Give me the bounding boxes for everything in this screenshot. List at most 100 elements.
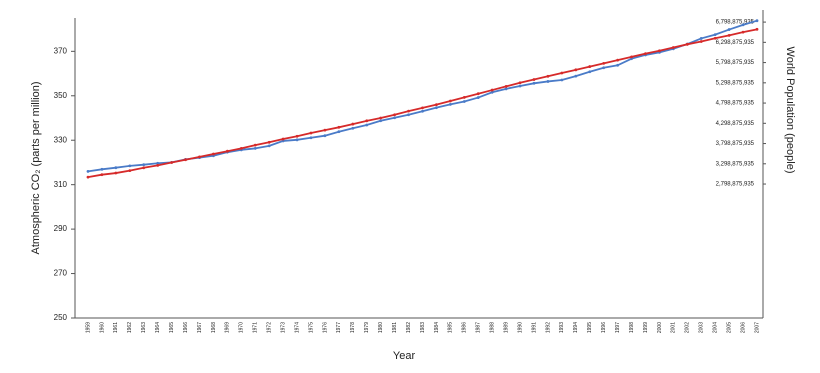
point — [379, 116, 383, 120]
point — [170, 161, 174, 164]
x-tick-label: 1992 — [545, 322, 551, 333]
x-tick-label: 1973 — [280, 322, 286, 333]
point — [295, 134, 299, 138]
y2-tick-label: 3,798,875,935 — [716, 141, 755, 147]
point — [713, 36, 717, 40]
point — [323, 128, 327, 132]
point — [755, 27, 759, 31]
y-tick-label: 250 — [54, 313, 68, 322]
y2-axis-label: World Population (people) — [784, 47, 796, 174]
point — [671, 46, 675, 49]
x-tick-label: 1987 — [476, 322, 482, 333]
x-tick-label: 1978 — [350, 322, 356, 333]
point — [630, 55, 633, 59]
x-tick-label: 1996 — [601, 322, 607, 333]
point — [518, 81, 522, 85]
point — [448, 103, 452, 106]
x-tick-label: 1984 — [434, 322, 440, 333]
point — [128, 164, 132, 168]
point — [532, 81, 536, 85]
x-tick-label: 1979 — [364, 322, 370, 333]
y-tick-label: 330 — [54, 135, 68, 144]
point — [337, 125, 341, 129]
y2-tick-label: 4,798,875,935 — [716, 101, 755, 107]
point — [323, 134, 327, 138]
x-tick-label: 1963 — [141, 322, 147, 333]
x-tick-label: 1962 — [127, 322, 133, 333]
point — [490, 90, 494, 94]
x-tick-label: 1995 — [587, 322, 593, 333]
point — [393, 113, 397, 117]
x-tick-label: 1994 — [573, 322, 579, 333]
y-axis-label: Atmospheric CO₂ (parts per million) — [30, 82, 42, 255]
point — [504, 87, 508, 91]
x-tick-label: 1969 — [225, 322, 231, 333]
point — [114, 166, 118, 170]
point — [560, 71, 564, 75]
point — [267, 144, 271, 148]
x-tick-label: 1961 — [113, 322, 119, 333]
point — [448, 99, 452, 103]
point — [755, 19, 759, 23]
point — [86, 170, 90, 173]
point — [462, 100, 466, 103]
x-tick-label: 1964 — [155, 322, 161, 333]
point — [407, 113, 410, 117]
point — [253, 147, 257, 150]
x-tick-label: 2001 — [671, 322, 677, 333]
x-tick-label: 1965 — [169, 322, 175, 333]
x-tick-label: 2003 — [699, 322, 705, 333]
series-line — [87, 28, 758, 178]
x-tick-label: 1966 — [183, 322, 189, 333]
x-tick-label: 2006 — [740, 322, 746, 333]
y2-tick-label: 5,798,875,935 — [716, 60, 755, 66]
y-tick-label: 290 — [54, 224, 68, 233]
y-tick-label: 350 — [54, 91, 68, 100]
point — [560, 78, 564, 82]
point — [198, 155, 201, 159]
x-tick-label: 1959 — [85, 322, 91, 333]
x-tick-label: 1989 — [503, 322, 509, 333]
x-tick-label: 2000 — [657, 322, 663, 333]
point — [490, 88, 494, 92]
point — [225, 149, 229, 153]
x-tick-label: 1967 — [197, 322, 203, 333]
point — [504, 85, 508, 88]
point — [616, 63, 620, 67]
x-tick-label: 1983 — [420, 322, 426, 333]
x-tick-label: 1990 — [517, 322, 523, 333]
point — [407, 109, 410, 113]
x-axis-label: Year — [393, 350, 416, 362]
point — [142, 166, 146, 170]
y-tick-label: 370 — [54, 46, 68, 55]
point — [727, 28, 731, 31]
point — [351, 122, 355, 126]
y2-tick-label: 4,298,875,935 — [716, 121, 755, 127]
point — [421, 106, 424, 110]
point — [741, 30, 745, 34]
point — [518, 84, 522, 88]
point — [602, 66, 606, 70]
point — [351, 126, 355, 130]
x-tick-label: 1997 — [615, 322, 621, 333]
point — [379, 119, 383, 123]
x-tick-label: 1991 — [531, 322, 537, 333]
x-tick-label: 2002 — [685, 322, 691, 333]
point — [588, 65, 592, 68]
x-tick-label: 1982 — [406, 322, 412, 333]
point — [156, 161, 160, 165]
y-tick-label: 270 — [54, 269, 68, 278]
y-tick-label: 310 — [54, 180, 68, 189]
point — [267, 140, 271, 144]
x-tick-label: 1960 — [99, 322, 105, 333]
y2-tick-label: 3,298,875,935 — [716, 161, 755, 167]
x-tick-label: 1981 — [392, 322, 398, 333]
x-tick-label: 1986 — [462, 322, 468, 333]
point — [644, 52, 647, 56]
point — [281, 137, 285, 141]
point — [142, 163, 146, 167]
x-tick-label: 1999 — [643, 322, 649, 333]
point — [476, 92, 480, 96]
point — [100, 167, 104, 171]
